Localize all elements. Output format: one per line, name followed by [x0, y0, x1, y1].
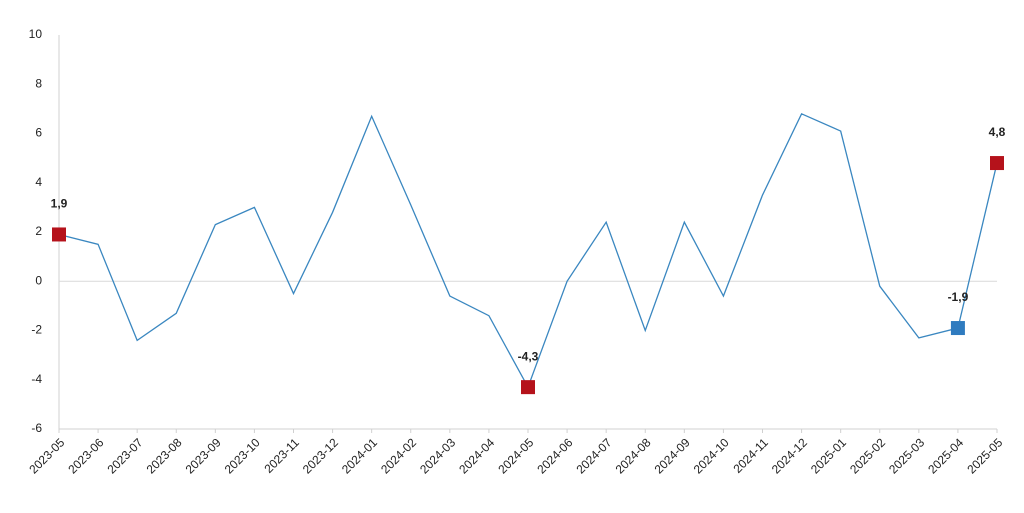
x-tick-label: 2024-03	[417, 435, 458, 476]
marker	[521, 380, 535, 395]
x-tick-label: 2024-12	[769, 435, 810, 476]
data-label: 4,8	[989, 125, 1006, 139]
x-tick-label: 2023-11	[261, 435, 302, 476]
data-label: -4,3	[518, 349, 539, 363]
y-tick-label: 0	[35, 273, 42, 287]
y-tick-label: 6	[35, 126, 42, 140]
x-tick-label: 2023-09	[183, 435, 224, 476]
x-tick-label: 2024-11	[730, 435, 771, 476]
y-tick-label: 4	[35, 175, 42, 189]
y-tick-label: -4	[31, 372, 42, 386]
x-tick-label: 2023-05	[26, 435, 67, 476]
x-tick-label: 2024-06	[534, 435, 575, 476]
x-tick-label: 2025-04	[925, 435, 966, 476]
x-tick-label: 2024-04	[456, 435, 497, 476]
x-tick-label: 2024-02	[378, 435, 419, 476]
y-tick-label: -6	[31, 421, 42, 435]
x-tick-label: 2023-07	[104, 435, 145, 476]
x-tick-label: 2025-02	[847, 435, 888, 476]
x-tick-label: 2023-06	[65, 435, 106, 476]
x-tick-label: 2023-10	[222, 435, 263, 476]
x-tick-label: 2024-09	[652, 435, 693, 476]
y-tick-label: -2	[31, 323, 42, 337]
x-tick-label: 2025-05	[964, 435, 1005, 476]
data-label: 1,9	[51, 197, 68, 211]
x-tick-label: 2024-10	[691, 435, 732, 476]
x-tick-label: 2024-07	[573, 435, 614, 476]
x-tick-label: 2023-08	[144, 435, 185, 476]
data-label: -1,9	[948, 290, 969, 304]
x-tick-label: 2024-05	[495, 435, 536, 476]
marker	[950, 321, 965, 336]
x-tick-label: 2024-08	[613, 435, 654, 476]
y-tick-label: 2	[35, 224, 42, 238]
x-tick-label: 2025-01	[808, 435, 849, 476]
marker	[990, 156, 1004, 171]
y-tick-label: 8	[35, 76, 42, 90]
line	[58, 112, 998, 389]
marker	[52, 227, 66, 242]
x-tick-label: 2023-12	[300, 435, 341, 476]
x-tick-label: 2024-01	[339, 435, 380, 476]
x-tick-label: 2025-03	[886, 435, 927, 476]
y-tick-label: 10	[29, 27, 43, 41]
